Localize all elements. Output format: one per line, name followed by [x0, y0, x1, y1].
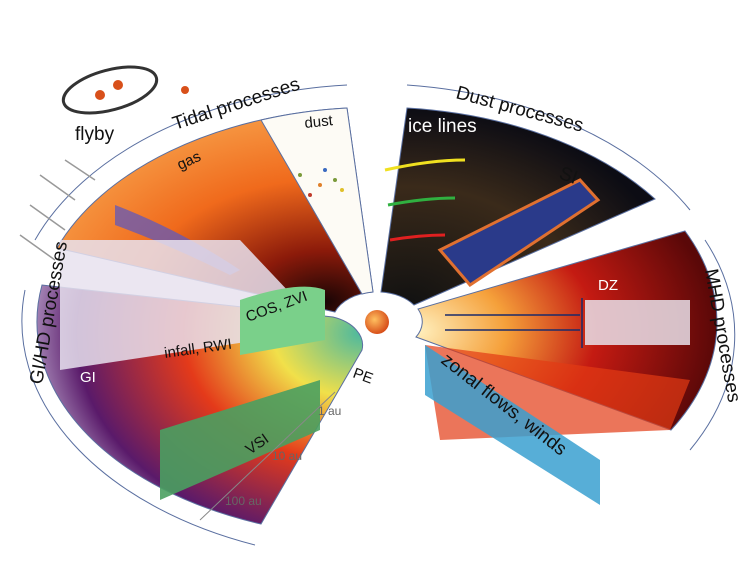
star	[181, 86, 189, 94]
sun	[365, 310, 389, 334]
si-panel	[437, 178, 601, 287]
ice-line	[384, 158, 466, 172]
frame-arc	[21, 289, 256, 546]
label: DZ	[598, 277, 618, 294]
flyby-label: flyby	[75, 124, 115, 145]
frame-arc	[689, 239, 736, 451]
center-label: PE	[351, 365, 376, 388]
flyby-orbit	[61, 65, 159, 115]
infall-arrows	[19, 159, 96, 261]
winds-panel	[425, 345, 600, 505]
scale-label: 10 au	[272, 449, 302, 463]
flow-arrows	[445, 298, 583, 348]
label: GI	[80, 369, 96, 386]
ice-line	[389, 233, 446, 242]
dust-particles	[298, 168, 344, 197]
mhd-box	[585, 300, 690, 345]
cos-panel	[240, 286, 325, 355]
scale-label: 1 au	[318, 404, 341, 418]
ice-line	[387, 196, 456, 207]
star	[95, 90, 105, 100]
scale-label: 100 au	[225, 494, 262, 508]
label: dust	[304, 112, 335, 132]
frame-arc	[406, 84, 691, 211]
star	[113, 80, 123, 90]
label: ice lines	[408, 116, 477, 137]
scale-line	[199, 391, 336, 521]
dust-subsector	[260, 107, 374, 295]
frame-arc	[34, 84, 348, 241]
vsi-panel	[160, 380, 320, 500]
